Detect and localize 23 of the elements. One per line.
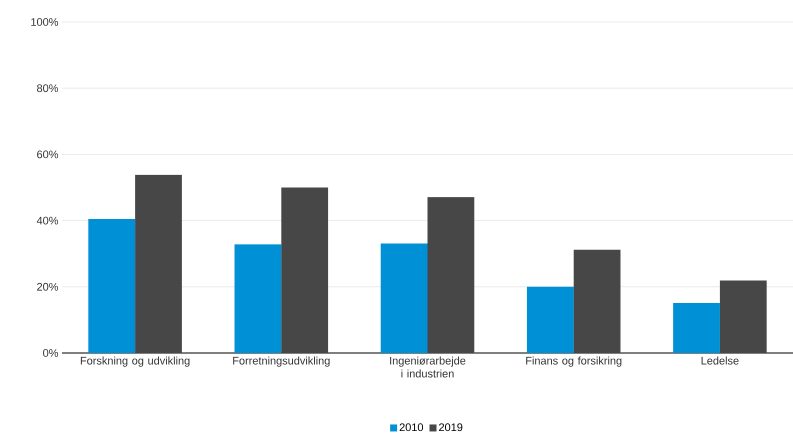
bar — [574, 250, 620, 353]
x-tick-label: Ingeniørarbejde i industrien — [390, 356, 466, 378]
y-tick-label: 20% — [37, 282, 58, 291]
bar — [526, 286, 574, 353]
bar — [673, 303, 720, 353]
y-tick-label: 0% — [43, 349, 58, 357]
x-tick-label: Forretningsudvikling — [233, 356, 330, 367]
y-tick-label: 80% — [37, 84, 58, 92]
y-tick-label: 100% — [31, 18, 58, 26]
y-tick-label: 60% — [37, 150, 58, 158]
bar — [380, 243, 428, 353]
x-tick-label: Ledelse — [702, 356, 739, 365]
bar — [428, 197, 474, 353]
bar — [88, 218, 136, 353]
bar — [234, 244, 282, 353]
legend-label: 2010 — [400, 423, 424, 432]
y-tick-label: 40% — [36, 216, 58, 224]
bar — [135, 174, 182, 353]
x-tick-label: Forskning og udvikling — [80, 356, 190, 367]
legend-label: 2019 — [439, 423, 462, 432]
x-tick-label: Finans og forsikring — [526, 356, 622, 367]
bar — [281, 188, 328, 353]
bar — [720, 280, 767, 353]
